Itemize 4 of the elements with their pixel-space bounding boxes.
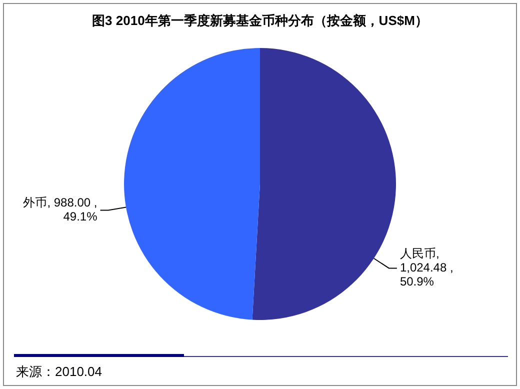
slice-label: 人民币, 1,024.48 , 50.9% (400, 246, 454, 289)
slice-label: 外币, 988.00 , 49.1% (23, 196, 98, 224)
source-note: 来源：2010.04 (16, 363, 102, 381)
chart-title: 图3 2010年第一季度新募基金币种分布（按金额，US$M） (91, 12, 429, 30)
